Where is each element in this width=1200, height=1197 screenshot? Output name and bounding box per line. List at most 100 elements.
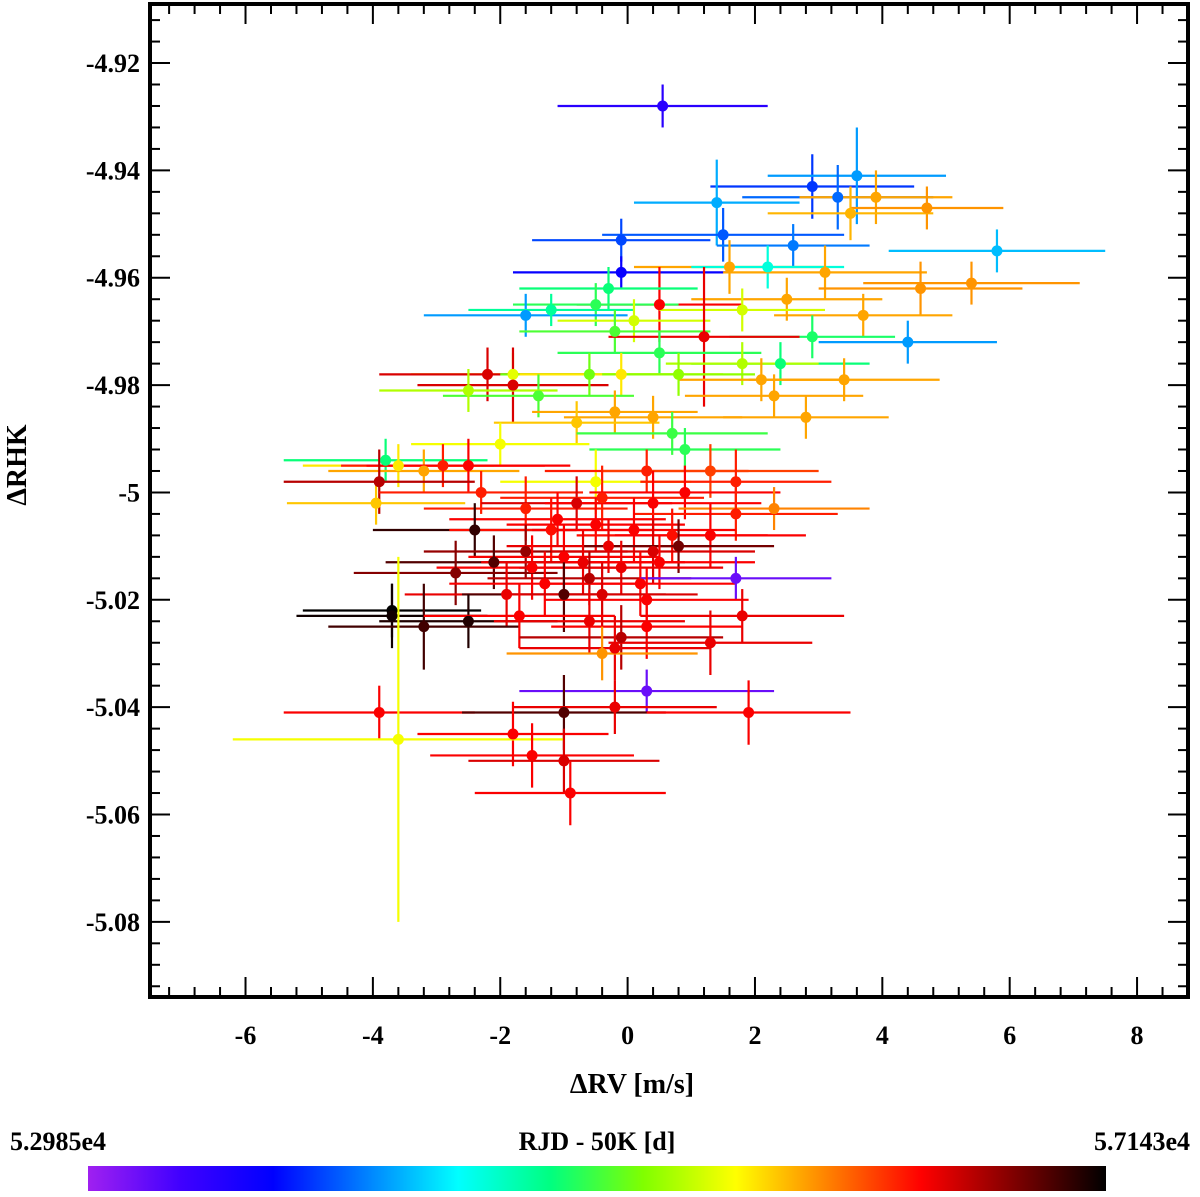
x-tick-label: 0 xyxy=(621,1021,634,1050)
data-point xyxy=(558,707,570,719)
x-tick-label: 4 xyxy=(876,1021,889,1050)
data-point xyxy=(615,368,627,380)
data-point xyxy=(603,282,615,294)
data-point xyxy=(571,497,583,509)
data-point xyxy=(730,572,742,584)
data-point xyxy=(915,282,927,294)
data-point xyxy=(609,406,621,418)
data-point xyxy=(902,336,914,348)
data-point xyxy=(590,476,602,488)
data-point xyxy=(628,524,640,536)
data-point xyxy=(494,438,506,450)
data-point xyxy=(800,411,812,423)
data-point xyxy=(965,277,977,289)
data-point xyxy=(615,562,627,574)
data-point xyxy=(462,384,474,396)
data-point xyxy=(571,417,583,429)
data-point xyxy=(501,588,513,600)
data-point xyxy=(991,245,1003,257)
data-point xyxy=(488,556,500,568)
data-point xyxy=(711,197,723,209)
data-point xyxy=(558,588,570,600)
data-point xyxy=(526,749,538,761)
data-point xyxy=(653,347,665,359)
data-point xyxy=(520,503,532,515)
data-point xyxy=(392,460,404,472)
data-point xyxy=(507,728,519,740)
y-tick-label: -5.02 xyxy=(86,586,140,615)
data-point xyxy=(583,368,595,380)
data-point xyxy=(647,545,659,557)
data-point xyxy=(755,374,767,386)
data-point xyxy=(545,304,557,316)
x-tick-label: 8 xyxy=(1131,1021,1144,1050)
data-point xyxy=(832,191,844,203)
y-tick-label: -5 xyxy=(118,478,140,507)
data-point xyxy=(634,578,646,590)
data-point xyxy=(609,642,621,654)
x-tick-label: -6 xyxy=(235,1021,257,1050)
data-point xyxy=(704,529,716,541)
x-axis-label: ΔRV [m/s] xyxy=(570,1069,694,1100)
data-point xyxy=(641,685,653,697)
data-point xyxy=(507,379,519,391)
data-point xyxy=(520,545,532,557)
data-point xyxy=(857,309,869,321)
data-point xyxy=(704,465,716,477)
data-point xyxy=(552,513,564,525)
data-point xyxy=(482,368,494,380)
data-point xyxy=(437,460,449,472)
data-point xyxy=(418,621,430,633)
data-point xyxy=(673,368,685,380)
data-point xyxy=(469,524,481,536)
colorbar-title: RJD - 50K [d] xyxy=(519,1127,676,1156)
data-point xyxy=(590,299,602,311)
data-point xyxy=(564,787,576,799)
data-point xyxy=(653,299,665,311)
data-point xyxy=(870,191,882,203)
data-point xyxy=(657,100,669,112)
data-point xyxy=(590,519,602,531)
y-tick-label: -5.08 xyxy=(86,908,140,937)
data-point xyxy=(545,524,557,536)
data-point xyxy=(370,497,382,509)
data-point xyxy=(838,374,850,386)
data-point xyxy=(647,497,659,509)
data-point xyxy=(462,615,474,627)
y-axis-label: ΔRHK xyxy=(2,424,33,506)
data-point-layer xyxy=(370,100,1003,799)
data-point xyxy=(679,444,691,456)
plot-border xyxy=(148,2,1190,999)
x-tick-label: -2 xyxy=(489,1021,511,1050)
y-axis-ticks: -4.92 -4.94 -4.96 -4.98 -5 -5.02 -5.04 -5.06 -5.… xyxy=(86,19,1188,988)
data-point xyxy=(558,755,570,767)
data-point xyxy=(373,476,385,488)
data-point xyxy=(921,202,933,214)
data-point xyxy=(596,588,608,600)
data-point xyxy=(730,476,742,488)
y-tick-label: -4.96 xyxy=(86,264,140,293)
data-point xyxy=(596,647,608,659)
data-point xyxy=(583,572,595,584)
data-point xyxy=(462,460,474,472)
data-point xyxy=(641,465,653,477)
data-point xyxy=(615,234,627,246)
x-tick-label: 6 xyxy=(1003,1021,1016,1050)
data-point xyxy=(609,325,621,337)
data-point xyxy=(768,390,780,402)
data-point xyxy=(641,594,653,606)
data-point xyxy=(781,293,793,305)
data-point xyxy=(507,368,519,380)
data-point xyxy=(539,578,551,590)
data-point xyxy=(513,610,525,622)
data-point xyxy=(615,631,627,643)
data-point xyxy=(730,508,742,520)
data-point xyxy=(609,701,621,713)
data-point xyxy=(653,556,665,568)
x-tick-label: -4 xyxy=(362,1021,384,1050)
data-point xyxy=(583,615,595,627)
colorbar xyxy=(88,1166,1106,1191)
y-tick-label: -4.94 xyxy=(86,156,140,185)
colorbar-max-label: 5.7143e4 xyxy=(1094,1127,1190,1156)
data-point xyxy=(380,454,392,466)
